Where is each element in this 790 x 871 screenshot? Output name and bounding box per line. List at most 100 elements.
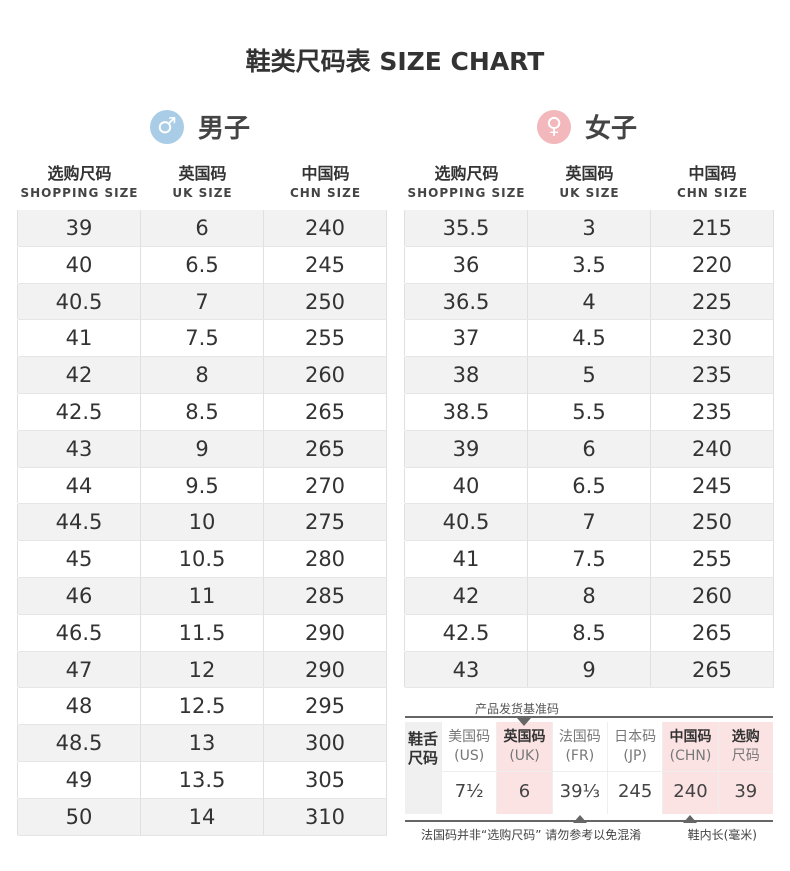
table-cell: 35.5 [404, 210, 528, 246]
column-header: 中国码 CHN SIZE [264, 160, 387, 200]
table-cell: 44.5 [17, 504, 141, 541]
conversion-header: 法国码 (FR) [552, 722, 607, 772]
table-cell: 38.5 [404, 393, 528, 430]
table-cell: 42 [17, 357, 141, 393]
table-cell: 4 [527, 283, 651, 320]
table-row: 48 12.5 295 [17, 688, 387, 726]
conversion-value: 240 [673, 781, 708, 802]
table-cell: 46 [17, 577, 141, 614]
table-cell: 41 [17, 320, 141, 357]
table-cell: 10 [140, 504, 264, 541]
table-cell: 38 [404, 357, 528, 393]
table-cell: 7 [527, 504, 651, 541]
table-row: 35.5 3 215 [404, 210, 774, 247]
header-en: UK SIZE [559, 186, 620, 200]
table-cell: 48 [17, 688, 141, 725]
table-cell: 11.5 [140, 614, 264, 651]
table-cell: 5 [527, 357, 651, 393]
header-name: 选购 [731, 729, 760, 745]
table-row: 43 9 265 [404, 651, 774, 689]
page-title: 鞋类尺码表 SIZE CHART [245, 47, 545, 76]
conversion-header: 选购 尺码 [718, 722, 773, 772]
table-row: 47 12 290 [17, 651, 387, 689]
table-row: 40.5 7 250 [17, 283, 387, 321]
table-row: 40 6.5 245 [404, 467, 774, 505]
table-cell: 46.5 [17, 614, 141, 651]
table-row: 39 6 240 [404, 430, 774, 468]
table-cell: 39 [17, 210, 141, 246]
conversion-value: 245 [617, 781, 653, 802]
header-en: CHN SIZE [289, 186, 362, 200]
conversion-value: 39⅓ [559, 781, 600, 802]
table-row: 42 8 260 [17, 357, 387, 394]
column-header: 英国码 UK SIZE [528, 160, 651, 200]
table-cell: 280 [263, 541, 387, 577]
men-table-header: 选购尺码 SHOPPING SIZE 英国码 UK SIZE 中国码 CHN SIZE [18, 160, 387, 200]
table-cell: 265 [263, 393, 387, 430]
table-cell: 40.5 [17, 283, 141, 320]
table-row: 48.5 13 300 [17, 725, 387, 762]
table-row: 40.5 7 250 [404, 504, 774, 542]
table-cell: 36.5 [404, 283, 528, 320]
table-row: 50 14 310 [17, 798, 387, 836]
table-row: 46.5 11.5 290 [17, 614, 387, 652]
table-cell: 44 [17, 467, 141, 504]
fr-warning-note: 法国码并非“选购尺码” 请勿参考以免混淆 [421, 828, 642, 842]
table-cell: 4.5 [527, 320, 651, 357]
table-cell: 290 [263, 614, 387, 651]
table-cell: 8 [140, 357, 264, 393]
table-cell: 13 [140, 725, 264, 761]
table-cell: 290 [263, 651, 387, 688]
header-name: 中国码 [669, 729, 712, 745]
header-name: 英国码 [503, 729, 546, 745]
table-cell: 310 [263, 798, 387, 835]
table-cell: 8.5 [527, 614, 651, 651]
table-row: 45 10.5 280 [17, 541, 387, 578]
header-cn: 中国码 [688, 164, 737, 183]
table-cell: 250 [263, 283, 387, 320]
column-header: 选购尺码 SHOPPING SIZE [18, 160, 141, 200]
header-code: (US) [454, 748, 485, 764]
table-cell: 41 [404, 541, 528, 577]
base-size-note: 产品发货基准码 [475, 702, 560, 716]
table-cell: 225 [650, 283, 774, 320]
table-cell: 48.5 [17, 725, 141, 761]
divider [405, 716, 773, 718]
conversion-column: 中国码 (CHN) 240 [662, 722, 718, 823]
table-cell: 270 [263, 467, 387, 504]
table-cell: 305 [263, 761, 387, 798]
header-code: 尺码 [731, 748, 760, 764]
table-cell: 275 [263, 504, 387, 541]
table-cell: 37 [404, 320, 528, 357]
table-cell: 255 [650, 541, 774, 577]
conversion-column: 英国码 (UK) 6 [496, 718, 552, 814]
table-cell: 13.5 [140, 761, 264, 798]
table-cell: 240 [650, 430, 774, 467]
table-cell: 8 [527, 577, 651, 614]
table-row: 36.5 4 225 [404, 283, 774, 321]
table-row: 41 7.5 255 [17, 320, 387, 358]
column-header: 选购尺码 SHOPPING SIZE [405, 160, 528, 200]
table-cell: 285 [263, 577, 387, 614]
table-row: 40 6.5 245 [17, 246, 387, 284]
table-cell: 9.5 [140, 467, 264, 504]
table-cell: 245 [650, 467, 774, 504]
table-cell: 6 [527, 430, 651, 467]
table-row: 44 9.5 270 [17, 467, 387, 505]
table-cell: 7 [140, 283, 264, 320]
header-code: (FR) [565, 748, 595, 764]
table-cell: 8.5 [140, 393, 264, 430]
table-cell: 295 [263, 688, 387, 725]
conversion-table: 产品发货基准码 鞋舌尺码 美国码 (US) 7½ 英国码 (UK) 6 法国码 (FR) 39⅓… [405, 700, 773, 843]
table-cell: 47 [17, 651, 141, 688]
table-row: 41 7.5 255 [404, 541, 774, 578]
table-cell: 9 [140, 430, 264, 467]
table-cell: 3 [527, 210, 651, 246]
table-cell: 50 [17, 798, 141, 835]
table-cell: 240 [263, 210, 387, 246]
table-cell: 235 [650, 393, 774, 430]
table-cell: 43 [404, 651, 528, 688]
header-code: (JP) [623, 748, 647, 764]
triangle-up-icon [683, 815, 698, 823]
divider [405, 820, 773, 822]
